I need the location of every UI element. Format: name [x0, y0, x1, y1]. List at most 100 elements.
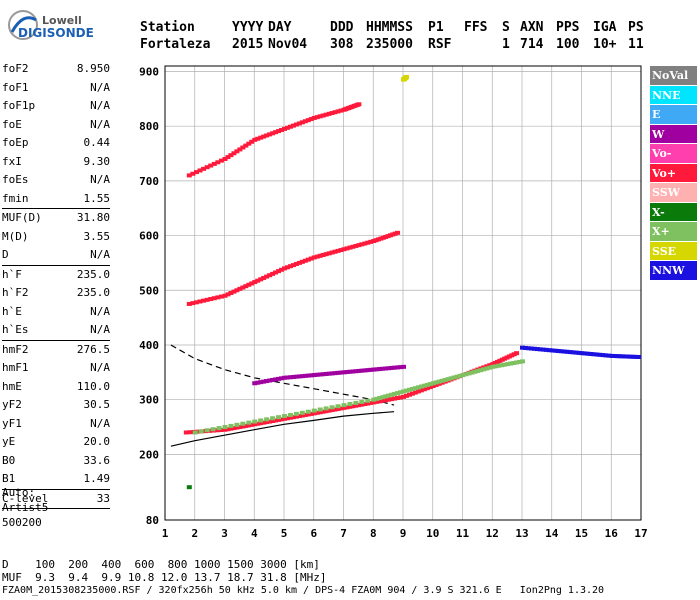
- param-row: hmF2 276.5: [2, 341, 110, 360]
- data-point: [588, 351, 594, 356]
- data-point: [243, 143, 249, 148]
- data-point: [409, 386, 415, 391]
- param-name: M(D): [2, 229, 29, 243]
- data-point: [214, 428, 220, 433]
- param-name: foE: [2, 117, 22, 131]
- data-point: [270, 418, 276, 423]
- data-point: [606, 353, 612, 358]
- data-point: [353, 369, 359, 374]
- data-point: [380, 395, 386, 400]
- param-value: 276.5: [76, 342, 110, 356]
- data-point: [282, 126, 287, 131]
- param-value: 33.6: [83, 453, 111, 467]
- data-point: [326, 371, 332, 376]
- data-point: [362, 402, 368, 407]
- param-value: 9.30: [83, 154, 111, 168]
- data-point: [609, 353, 615, 358]
- param-value: 20.0: [83, 435, 111, 448]
- data-point: [344, 370, 350, 375]
- header-label: PPS: [556, 20, 580, 35]
- data-point: [187, 430, 193, 435]
- header-value: RSF: [428, 37, 452, 52]
- data-point: [246, 141, 252, 146]
- data-point: [335, 109, 341, 114]
- auto-line: 500200: [2, 516, 42, 529]
- data-point: [296, 414, 302, 419]
- param-row: MUF(D) 31.80: [2, 209, 110, 228]
- y-tick-label: 400: [139, 339, 159, 352]
- data-point: [356, 403, 362, 408]
- data-point: [317, 407, 323, 412]
- data-point: [264, 133, 270, 138]
- data-point: [463, 372, 469, 377]
- data-point: [293, 374, 299, 379]
- data-point: [201, 166, 207, 171]
- data-point: [284, 125, 290, 130]
- data-point: [350, 404, 356, 409]
- data-point: [201, 298, 207, 303]
- data-point: [439, 378, 445, 383]
- x-tick-label: 17: [634, 527, 647, 540]
- data-point: [374, 367, 380, 372]
- param-value: 31.80: [76, 211, 110, 224]
- param-name: yE: [2, 435, 16, 448]
- data-point: [546, 348, 552, 353]
- x-tick-label: 1: [162, 527, 169, 540]
- data-point: [636, 354, 642, 359]
- data-point: [308, 256, 314, 261]
- param-name: foF2: [2, 62, 29, 75]
- data-point: [267, 419, 273, 424]
- data-point: [418, 388, 424, 393]
- param-value: 235.0: [76, 267, 110, 281]
- header-label: YYYY: [232, 20, 264, 35]
- header-value: 1: [502, 37, 510, 52]
- data-point: [421, 383, 427, 388]
- data-point: [368, 239, 374, 244]
- data-point: [427, 382, 433, 387]
- data-point: [270, 131, 276, 136]
- param-name: B0: [2, 453, 16, 467]
- data-point: [252, 137, 258, 142]
- auto-line: Auto:: [2, 486, 36, 499]
- y-tick-label: 200: [139, 448, 159, 461]
- data-point: [211, 296, 217, 301]
- data-point: [395, 391, 401, 396]
- data-point: [502, 362, 508, 367]
- data-point: [299, 410, 305, 415]
- data-point: [234, 425, 240, 430]
- data-point: [522, 345, 528, 350]
- legend-item: Vo-: [650, 144, 697, 164]
- data-point: [549, 348, 555, 353]
- param-value: N/A: [90, 304, 110, 318]
- data-point: [392, 396, 398, 401]
- param-row: yF1 N/A: [2, 415, 110, 434]
- x-tick-label: 4: [251, 527, 258, 540]
- data-point: [365, 398, 371, 403]
- data-point: [619, 354, 625, 359]
- data-point: [329, 111, 335, 116]
- data-point: [478, 368, 484, 373]
- data-point: [611, 354, 617, 359]
- data-point: [323, 252, 329, 257]
- data-point: [320, 252, 326, 257]
- data-point: [261, 134, 267, 139]
- data-point: [585, 351, 591, 356]
- param-name: fxI: [2, 154, 22, 168]
- param-name: yF2: [2, 398, 22, 411]
- data-point: [222, 293, 228, 298]
- data-point: [284, 265, 290, 270]
- data-point: [290, 415, 296, 420]
- data-point: [335, 370, 341, 375]
- data-point: [600, 353, 606, 358]
- data-point: [341, 247, 347, 252]
- data-point: [190, 171, 196, 176]
- data-point: [603, 353, 609, 358]
- data-point: [282, 266, 287, 271]
- data-point: [508, 361, 514, 366]
- y-tick-label: 700: [139, 175, 159, 188]
- data-point: [505, 362, 511, 367]
- data-point: [451, 375, 457, 380]
- legend-item: NoVal: [650, 66, 697, 86]
- data-point: [356, 368, 362, 373]
